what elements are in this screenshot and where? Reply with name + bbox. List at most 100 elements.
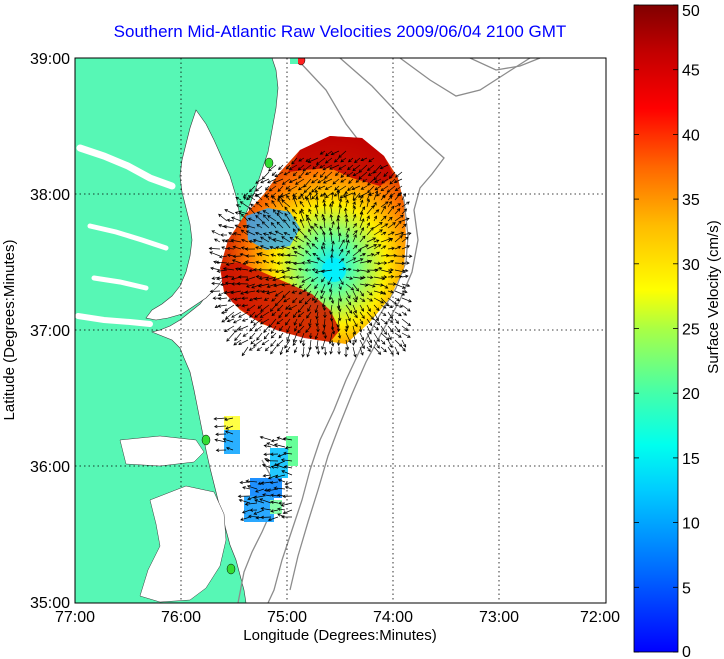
velocity-arrow	[366, 318, 373, 327]
velocity-arrow	[255, 488, 265, 493]
velocity-arrow	[386, 185, 396, 193]
velocity-arrow	[233, 325, 242, 333]
velocity-arrow	[380, 269, 393, 274]
velocity-arrow	[222, 267, 235, 271]
velocity-arrow	[336, 339, 341, 347]
velocity-arrow	[380, 223, 389, 229]
velocity-arrow	[237, 267, 249, 271]
velocity-arrow	[255, 231, 263, 236]
velocity-arrow	[322, 318, 326, 329]
velocity-arrow	[255, 201, 263, 208]
velocity-arrow	[359, 290, 364, 297]
velocity-arrow	[401, 325, 409, 331]
velocity-arrow	[242, 486, 251, 490]
velocity-arrow	[300, 208, 305, 215]
velocity-arrow	[285, 266, 298, 271]
velocity-arrow	[383, 171, 389, 178]
velocity-arrow	[283, 231, 291, 236]
velocity-arrow	[373, 215, 377, 222]
velocity-arrow	[359, 339, 365, 350]
velocity-arrow	[220, 310, 228, 315]
velocity-arrow	[241, 346, 249, 357]
velocity-arrow	[253, 297, 263, 301]
velocity-arrow	[238, 339, 249, 346]
velocity-arrow	[276, 212, 284, 222]
velocity-arrow	[387, 332, 392, 341]
albemarle-sound	[119, 435, 205, 467]
velocity-arrow	[344, 325, 349, 333]
velocity-arrow	[218, 213, 228, 222]
velocity-arrow	[263, 332, 270, 340]
velocity-arrow	[380, 245, 387, 250]
velocity-arrow	[284, 206, 291, 215]
velocity-arrow	[255, 193, 263, 201]
velocity-arrow	[373, 209, 380, 215]
velocity-arrow	[345, 233, 350, 243]
velocity-arrow	[334, 171, 340, 177]
velocity-arrow	[226, 246, 235, 251]
velocity-arrow	[311, 185, 319, 193]
velocity-arrow	[306, 217, 312, 229]
velocity-arrow	[273, 208, 277, 215]
velocity-arrow	[401, 339, 407, 348]
velocity-arrow	[278, 332, 284, 339]
velocity-arrow	[366, 290, 373, 296]
velocity-arrow	[297, 228, 305, 236]
velocity-arrow	[284, 339, 291, 349]
velocity-arrow	[380, 311, 387, 317]
velocity-arrow	[366, 226, 374, 236]
velocity-arrow	[294, 236, 305, 243]
velocity-arrow	[268, 185, 277, 192]
velocity-arrow	[291, 208, 298, 215]
velocity-arrow	[347, 157, 354, 163]
velocity-arrow	[394, 214, 404, 222]
velocity-arrow	[324, 157, 333, 164]
velocity-arrow	[213, 417, 227, 421]
velocity-arrow	[222, 437, 234, 443]
velocity-arrow	[278, 164, 284, 171]
velocity-arrow	[347, 164, 354, 171]
velocity-arrow	[367, 171, 375, 176]
velocity-arrow	[261, 289, 270, 294]
velocity-arrow	[235, 196, 242, 201]
velocity-arrow	[373, 311, 379, 322]
velocity-arrow	[292, 297, 298, 304]
velocity-arrow	[338, 276, 344, 286]
velocity-arrow	[373, 267, 383, 271]
velocity-arrow	[358, 171, 368, 180]
velocity-arrow	[276, 339, 284, 347]
velocity-arrow	[394, 311, 402, 317]
velocity-arrow	[345, 239, 350, 250]
velocity-arrow	[401, 201, 410, 208]
velocity-arrow	[319, 171, 326, 178]
velocity-arrow	[301, 346, 305, 358]
velocity-arrow	[304, 297, 312, 305]
velocity-arrow	[345, 339, 350, 351]
velocity-arrow	[215, 448, 227, 453]
velocity-arrow	[224, 209, 235, 215]
velocity-arrow	[221, 318, 228, 323]
velocity-arrow	[322, 304, 327, 312]
velocity-arrow	[373, 229, 383, 236]
velocity-arrow	[373, 346, 382, 355]
velocity-arrow	[301, 339, 306, 347]
velocity-arrow	[273, 443, 286, 448]
velocity-arrow	[394, 185, 403, 192]
station-marker-north	[296, 58, 306, 66]
velocity-arrow	[359, 253, 366, 257]
velocity-arrow	[256, 223, 263, 229]
velocity-arrow	[259, 318, 270, 325]
velocity-arrow	[315, 196, 319, 208]
velocity-arrow	[359, 275, 366, 280]
velocity-arrow	[351, 185, 361, 191]
velocity-arrow	[282, 437, 293, 441]
velocity-arrow	[331, 325, 336, 335]
velocity-arrow	[308, 228, 312, 236]
velocity-arrow	[338, 198, 343, 208]
velocity-arrow	[284, 446, 293, 450]
velocity-arrow	[306, 259, 319, 264]
velocity-arrow	[270, 260, 277, 264]
velocity-arrow	[265, 185, 270, 191]
velocity-arrow	[286, 332, 291, 343]
james-river	[75, 313, 153, 327]
